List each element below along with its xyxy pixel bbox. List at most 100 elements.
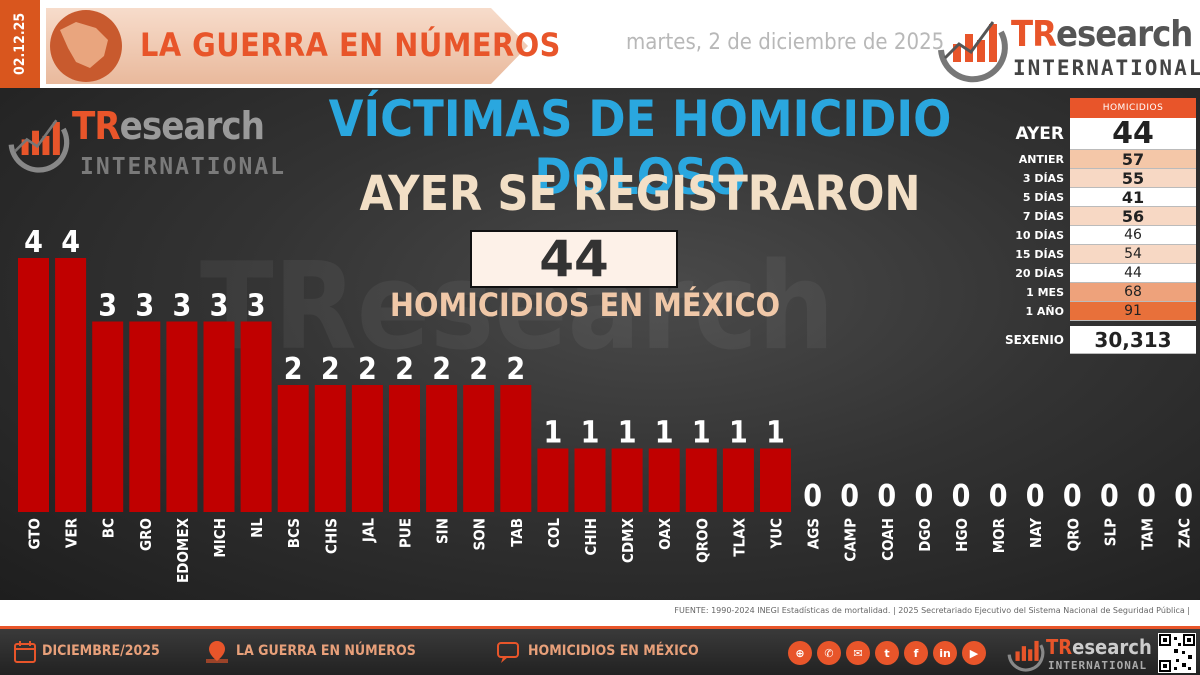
stats-row: SEXENIO 30,313 — [1004, 326, 1196, 354]
main-panel: TResearch TResearch INTERNATIONAL VÍCTIM… — [0, 88, 1200, 600]
bar-qroo — [685, 448, 717, 512]
phone-icon[interactable]: ✆ — [817, 641, 841, 665]
bar-nl — [240, 321, 272, 512]
header-date: martes, 2 de diciembre de 2025 — [626, 30, 945, 55]
logo-mark-icon — [8, 119, 70, 173]
data-label: 1 — [692, 416, 711, 451]
logo-subtitle: INTERNATIONAL — [1013, 56, 1200, 80]
data-label: 3 — [135, 289, 154, 324]
bar-gto — [18, 258, 49, 512]
page-subtitle: AYER SE REGISTRARON — [359, 166, 921, 222]
category-label: QROO — [693, 518, 711, 563]
bar-tab — [500, 385, 532, 512]
category-label: MOR — [990, 517, 1008, 553]
stats-value: 56 — [1070, 207, 1196, 226]
stats-label: 20 DÍAS — [1015, 267, 1064, 280]
data-label: 1 — [618, 416, 637, 451]
header-logo[interactable]: TResearch INTERNATIONAL — [935, 10, 1200, 84]
category-label: COL — [545, 518, 563, 548]
stats-value: 55 — [1070, 169, 1196, 188]
data-label: 1 — [766, 416, 785, 451]
category-label: EDOMEX — [174, 517, 192, 583]
map-pin-icon — [206, 641, 228, 663]
category-label: MICH — [211, 518, 229, 558]
stats-value: 57 — [1070, 150, 1196, 169]
category-label: SON — [471, 518, 489, 550]
data-label: 3 — [247, 289, 266, 324]
data-label: 4 — [61, 225, 80, 260]
bar-edomex — [166, 321, 198, 512]
data-label: 3 — [98, 289, 117, 324]
stats-value: 44 — [1070, 116, 1196, 151]
total-count: 44 — [470, 230, 678, 288]
bar-ver — [55, 258, 87, 512]
category-label: BCS — [285, 518, 303, 548]
stats-row: 5 DÍAS 41 — [1004, 188, 1196, 207]
page-title: VÍCTIMAS DE HOMICIDIO DOLOSO — [328, 90, 952, 206]
category-label: NAY — [1027, 518, 1045, 548]
data-label: 0 — [840, 479, 859, 514]
category-label: CHIS — [322, 518, 340, 554]
footer-section: LA GUERRA EN NÚMEROS — [236, 643, 416, 659]
data-label: 0 — [989, 479, 1008, 514]
panel-logo-text: TResearch — [72, 104, 265, 148]
category-label: QRO — [1064, 518, 1082, 551]
stats-label: 1 MES — [1026, 286, 1064, 299]
stats-row: 1 AÑO 91 — [1004, 302, 1196, 321]
facebook-icon[interactable]: f — [904, 641, 928, 665]
category-label: SIN — [434, 518, 452, 544]
category-label: CDMX — [619, 517, 637, 563]
stats-value: 44 — [1070, 264, 1196, 283]
bar-son — [463, 385, 495, 512]
linkedin-icon[interactable]: in — [933, 641, 957, 665]
footer-logo[interactable]: TResearch INTERNATIONAL — [1006, 633, 1152, 675]
stats-label: SEXENIO — [1005, 333, 1064, 347]
chat-icon — [497, 642, 519, 663]
qr-code-icon[interactable] — [1158, 633, 1196, 673]
category-label: CAMP — [842, 518, 860, 562]
header-banner — [46, 8, 528, 84]
data-label: 2 — [284, 352, 303, 387]
stats-row: ANTIER 57 — [1004, 150, 1196, 169]
data-label: 0 — [1174, 479, 1193, 514]
bar-chis — [314, 385, 346, 512]
category-label: GTO — [26, 518, 44, 550]
stats-label: 1 AÑO — [1025, 305, 1064, 318]
data-label: 0 — [1100, 479, 1119, 514]
stats-label: 3 DÍAS — [1022, 172, 1064, 185]
category-label: BC — [100, 518, 118, 538]
bar-pue — [389, 385, 420, 512]
stats-label: 7 DÍAS — [1022, 210, 1064, 223]
data-label: 1 — [544, 416, 563, 451]
bar-cdmx — [611, 448, 643, 512]
stats-label: ANTIER — [1018, 153, 1064, 166]
stats-label: AYER — [1015, 124, 1064, 144]
bar-chih — [574, 448, 606, 512]
data-label: 0 — [1026, 479, 1045, 514]
side-date: 02.12.25 — [0, 0, 40, 88]
stats-value: 91 — [1070, 302, 1196, 321]
logo-mark-icon — [938, 21, 1008, 83]
stats-row: AYER 44 — [1004, 116, 1196, 151]
stats-value: 46 — [1070, 226, 1196, 245]
youtube-icon[interactable]: ▶ — [962, 641, 986, 665]
data-label: 3 — [210, 289, 229, 324]
header: 02.12.25 LA GUERRA EN NÚMEROS martes, 2 … — [0, 0, 1200, 88]
bar-jal — [351, 385, 383, 512]
stats-row: 1 MES 68 — [1004, 283, 1196, 302]
category-label: CHIH — [582, 518, 600, 556]
twitter-icon[interactable]: t — [875, 641, 899, 665]
data-label: 4 — [24, 225, 43, 260]
stats-label: 15 DÍAS — [1015, 248, 1064, 261]
logo-text: TResearch — [1011, 14, 1193, 55]
stats-row: 15 DÍAS 54 — [1004, 245, 1196, 264]
category-label: TLAX — [730, 517, 748, 556]
website-icon[interactable]: ⊕ — [788, 641, 812, 665]
data-label: 1 — [581, 416, 600, 451]
stats-label: 5 DÍAS — [1022, 191, 1064, 204]
footer-date: DICIEMBRE/2025 — [42, 643, 160, 659]
data-label: 0 — [915, 479, 934, 514]
stats-row: 7 DÍAS 56 — [1004, 207, 1196, 226]
mail-icon[interactable]: ✉ — [846, 641, 870, 665]
bar-sin — [426, 385, 458, 512]
